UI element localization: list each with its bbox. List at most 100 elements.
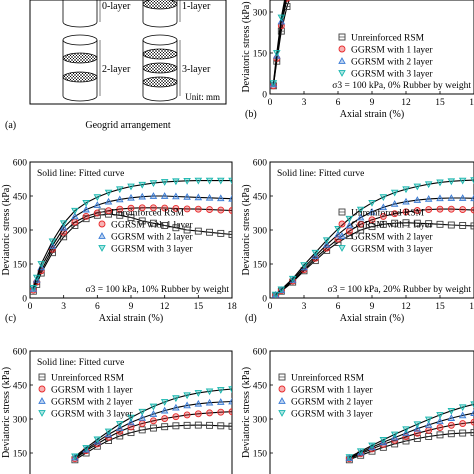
- data-point: [116, 195, 124, 203]
- data-point: [93, 436, 102, 444]
- data-point: [183, 411, 191, 419]
- label-2-layer: 2-layer: [102, 64, 131, 75]
- data-point: [205, 398, 214, 406]
- data-point: [390, 200, 399, 207]
- y-axis-label: Deviatoric stress (kPa): [241, 367, 252, 458]
- data-point: [116, 186, 124, 194]
- arrangement-caption: Geogrid arrangement: [85, 120, 170, 131]
- y-axis-label: Deviatoric stress (kPa): [1, 367, 12, 458]
- legend-entry: Unreinforced RSM: [38, 373, 125, 384]
- legend-label: Unreinforced RSM: [351, 208, 425, 219]
- data-point: [368, 199, 376, 207]
- legend-label: GGRSM with 2 layer: [111, 233, 193, 243]
- data-point: [149, 417, 157, 425]
- data-point: [277, 286, 286, 294]
- y-axis-label: Deviatoric stress (kPa): [1, 184, 12, 275]
- legend-entry: GGRSM with 2 layer: [338, 57, 433, 68]
- data-point: [402, 426, 410, 434]
- data-point: [345, 215, 354, 223]
- label-0-layer: 0-layer: [102, 1, 131, 12]
- data-point: [413, 207, 421, 214]
- data-point: [183, 192, 191, 200]
- data-point: [322, 240, 331, 248]
- arrangement-frame: [29, 0, 227, 105]
- data-point: [470, 177, 474, 185]
- legend-entry: GGRSM with 1 layer: [98, 221, 193, 231]
- data-point: [345, 221, 354, 229]
- data-point: [127, 193, 135, 201]
- data-point: [424, 420, 433, 428]
- unit-label: Unit: mm: [185, 92, 220, 102]
- data-point: [447, 194, 456, 201]
- legend-marker: [338, 57, 346, 64]
- cylinder-0-layer: [62, 0, 101, 28]
- data-point: [425, 206, 433, 214]
- condition-annotation: σ3 = 100 kPa, 10% Rubber by weight: [86, 285, 230, 295]
- data-point: [93, 194, 102, 202]
- data-point: [82, 445, 90, 452]
- data-point: [458, 194, 467, 201]
- data-point: [436, 205, 444, 213]
- y-tick-label: 450: [253, 193, 268, 203]
- data-point: [82, 199, 90, 207]
- legend-marker: [38, 385, 46, 393]
- data-point: [379, 212, 387, 220]
- data-point: [379, 194, 388, 202]
- data-point: [172, 192, 180, 200]
- plot-area: [30, 177, 232, 295]
- data-point: [228, 207, 232, 214]
- data-point: [172, 395, 180, 403]
- legend-entry: GGRSM with 2 layer: [38, 397, 133, 408]
- data-point: [390, 431, 399, 439]
- data-point: [105, 207, 113, 215]
- x-tick-label: 9: [129, 302, 134, 312]
- data-point: [138, 413, 146, 421]
- legend-marker: [278, 385, 286, 393]
- data-point: [436, 412, 444, 419]
- x-tick-label: 12: [401, 302, 411, 312]
- x-tick-label: 0: [268, 98, 273, 108]
- data-point: [149, 410, 158, 417]
- fitted-curve: [74, 400, 232, 458]
- y-tick-label: 150: [253, 450, 268, 460]
- legend-marker: [338, 245, 346, 252]
- legend-label: GGRSM with 1 layer: [351, 46, 433, 56]
- data-point: [71, 453, 79, 461]
- legend-entry: Unreinforced RSM: [338, 208, 425, 219]
- x-tick-label: 18: [469, 98, 474, 108]
- data-point: [470, 194, 474, 202]
- x-axis-label: Axial strain (%): [99, 313, 163, 324]
- x-tick-label: 15: [194, 302, 204, 312]
- y-tick-label: 450: [253, 382, 268, 392]
- data-point: [172, 178, 180, 186]
- data-point: [161, 204, 169, 212]
- data-point: [288, 275, 297, 283]
- data-point: [138, 420, 146, 427]
- data-point: [228, 386, 232, 394]
- data-point: [368, 443, 376, 451]
- data-point: [228, 177, 232, 185]
- data-point: [138, 204, 146, 212]
- data-point: [149, 403, 158, 411]
- data-point: [356, 206, 365, 214]
- data-point: [160, 192, 169, 199]
- x-tick-label: 15: [435, 302, 445, 312]
- data-point: [356, 448, 365, 456]
- fitted-curve: [272, 0, 286, 84]
- data-point: [447, 205, 455, 213]
- x-tick-label: 9: [370, 98, 375, 108]
- data-point: [424, 181, 433, 189]
- data-point: [217, 387, 225, 394]
- legend-label: GGRSM with 3 layer: [351, 70, 433, 80]
- panel-label-a: (a): [5, 120, 16, 131]
- data-point: [183, 392, 191, 400]
- cylinder-1-layer: [142, 0, 181, 28]
- legend-marker: [278, 410, 286, 417]
- data-point: [149, 192, 158, 199]
- legend-entry: GGRSM with 3 layer: [278, 410, 373, 420]
- legend-label: GGRSM with 3 layer: [291, 410, 373, 420]
- data-point: [138, 408, 146, 416]
- data-point: [470, 418, 474, 426]
- legend-label: Unreinforced RSM: [351, 33, 425, 44]
